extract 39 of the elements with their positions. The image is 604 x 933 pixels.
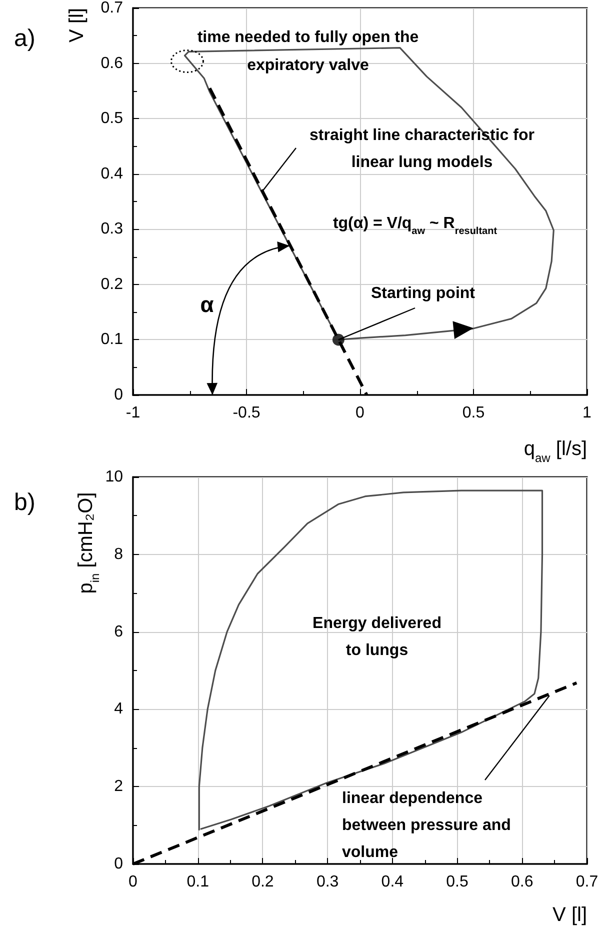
- x-tick-label: 0.2: [252, 874, 274, 890]
- y-tick-label: 0.7: [100, 0, 124, 16]
- y-tick-label: 2: [114, 778, 124, 796]
- y-tick-label: 8: [114, 546, 124, 563]
- x-tick-label: 0.6: [511, 874, 534, 890]
- y-tick-label: 0: [114, 386, 124, 404]
- y-tick-label: 0.6: [100, 54, 124, 72]
- annotation: Energy delivered to lungs: [312, 615, 442, 659]
- y-tick-label: 0.2: [100, 276, 124, 293]
- x-tick-label: 0.4: [381, 874, 404, 890]
- x-axis-title: q$_{aw}$ [l/s]: [524, 438, 587, 465]
- annotation: linear dependence between pressure and volume: [342, 790, 511, 861]
- x-tick-label: -0.5: [232, 404, 260, 422]
- y-tick-label: 0.1: [100, 331, 124, 348]
- x-tick-label: 0: [356, 404, 365, 422]
- y-tick-label: 0.3: [100, 220, 124, 238]
- y-tick-label: 0.4: [100, 165, 124, 182]
- annotation: time needed to fully open the expiratory valve: [197, 29, 419, 74]
- y-tick-label: 10: [105, 468, 124, 486]
- x-axis-title: V [l]: [552, 904, 587, 926]
- annotation: tg(α) = V/q$_{aw}$ ~ R$_{resultant}$: [332, 215, 498, 236]
- y-axis-title: V [l]: [66, 8, 88, 42]
- x-tick-label: 1: [582, 404, 592, 422]
- line-series: [198, 490, 544, 832]
- annotation: α: [200, 292, 214, 317]
- text: b): [14, 489, 36, 516]
- x-tick-label: 0.7: [576, 874, 598, 890]
- text: a): [14, 25, 36, 52]
- x-tick-label: 0.1: [186, 874, 210, 890]
- x-tick-label: 0.3: [316, 874, 339, 890]
- annotation: Starting point: [371, 285, 476, 302]
- x-tick-label: 0: [128, 874, 138, 890]
- y-tick-label: 4: [114, 700, 124, 718]
- y-tick-label: 0: [114, 856, 124, 872]
- y-tick-label: 0.5: [100, 110, 124, 128]
- x-tick-label: 0.5: [446, 874, 469, 890]
- y-tick-label: 6: [114, 623, 124, 640]
- x-tick-label: -1: [126, 404, 140, 422]
- x-tick-label: 0.5: [462, 404, 485, 422]
